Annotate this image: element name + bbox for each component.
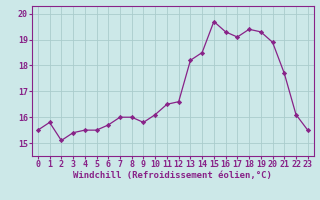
X-axis label: Windchill (Refroidissement éolien,°C): Windchill (Refroidissement éolien,°C) xyxy=(73,171,272,180)
